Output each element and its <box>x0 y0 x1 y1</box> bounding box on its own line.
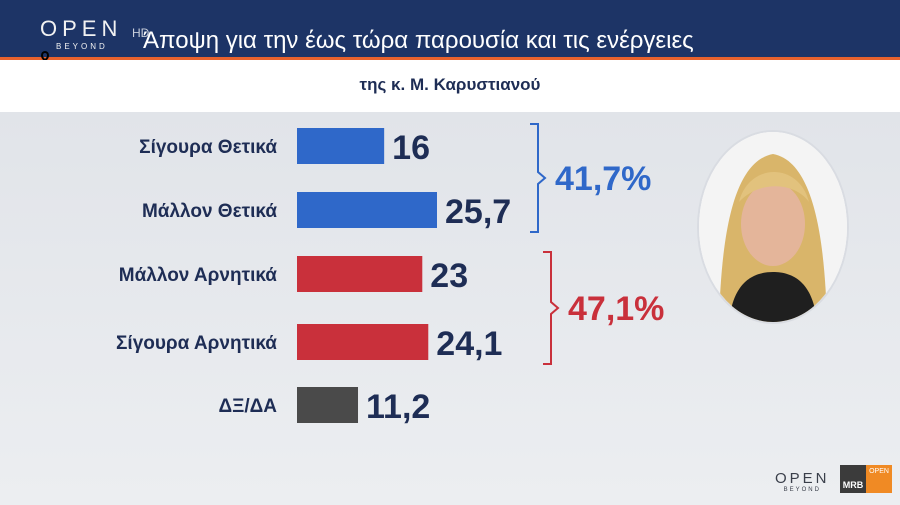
mrb-logo: MRB OPEN <box>840 465 892 493</box>
footer-brand-logo: OPEN BEYOND <box>775 470 830 493</box>
group-total-label: 41,7% <box>555 160 651 198</box>
header-bar <box>0 0 900 58</box>
logo-subtext: BEYOND <box>56 42 108 51</box>
category-label: Σίγουρα Αρνητικά <box>116 333 277 354</box>
person-photo <box>697 130 849 324</box>
group-total-label: 47,1% <box>568 290 664 328</box>
category-label: ΔΞ/ΔΑ <box>218 396 277 417</box>
group-bracket <box>543 251 560 365</box>
bar <box>297 387 359 423</box>
bar <box>297 256 423 292</box>
page-title: Άποψη για την έως τώρα παρουσία και τις … <box>143 27 694 54</box>
bar <box>297 192 437 228</box>
logo-text: OPEN <box>40 16 123 41</box>
value-label: 16 <box>392 129 430 167</box>
category-label: Μάλλον Θετικά <box>142 201 277 222</box>
value-label: 11,2 <box>366 388 430 426</box>
value-label: 23 <box>430 257 468 295</box>
category-label: Μάλλον Αρνητικά <box>119 265 278 286</box>
mrb-logo-subtext: OPEN <box>866 465 892 493</box>
value-label: 25,7 <box>445 193 511 231</box>
bar <box>297 324 429 360</box>
group-bracket <box>530 123 547 233</box>
header-accent-line <box>0 57 900 60</box>
bar <box>297 128 385 164</box>
value-label: 24,1 <box>436 325 502 363</box>
mrb-logo-text: MRB <box>840 465 866 493</box>
subtitle-band <box>0 60 900 112</box>
channel-logo: OPEN BEYOND <box>40 16 123 52</box>
hd-badge: HD <box>132 26 150 40</box>
chart-subtitle: της κ. Μ. Καρυστιανού <box>359 75 541 94</box>
category-label: Σίγουρα Θετικά <box>139 137 277 158</box>
footer-brand-text: OPEN <box>775 470 830 487</box>
footer-brand-subtext: BEYOND <box>783 487 821 493</box>
